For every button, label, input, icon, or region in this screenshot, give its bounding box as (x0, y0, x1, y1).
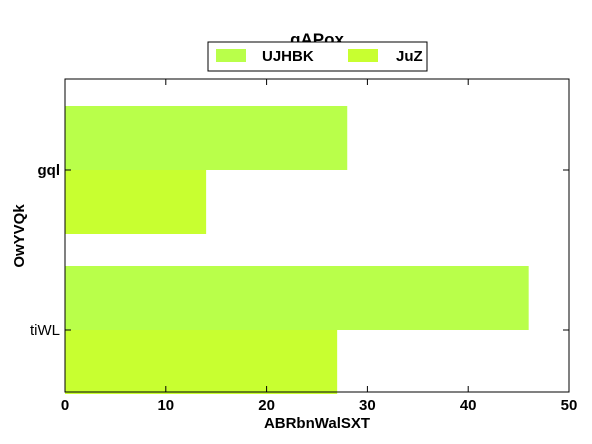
x-tick-label: 50 (561, 397, 578, 414)
bar-juz-tiwl (65, 330, 338, 394)
y-axis-label: OwYVQk (11, 204, 28, 268)
legend: UJHBK JuZ (207, 41, 428, 72)
x-tick-label: 20 (258, 397, 275, 414)
axis-ticks (64, 79, 570, 392)
legend-label-juz: JuZ (396, 48, 423, 65)
x-tick-label: 0 (61, 397, 69, 414)
x-tick-label: 30 (359, 397, 376, 414)
x-tick-labels: 0 10 20 30 40 50 (61, 397, 578, 414)
bar-juz-gql (65, 170, 207, 234)
legend-swatch-juz (348, 49, 378, 62)
y-tick-label-tiwl: tiWL (30, 322, 60, 339)
bars-group (65, 106, 529, 394)
x-tick-label: 40 (460, 397, 477, 414)
x-tick-label: 10 (157, 397, 174, 414)
legend-swatch-ujhbk (216, 49, 246, 62)
y-tick-label-gql: gql (38, 162, 61, 179)
plot-area (64, 78, 570, 393)
legend-label-ujhbk: UJHBK (262, 48, 314, 65)
y-tick-labels: gql tiWL (30, 162, 60, 339)
bar-ujhbk-tiwl (65, 266, 529, 330)
bar-ujhbk-gql (65, 106, 348, 170)
x-axis-label: ABRbnWalSXT (264, 415, 370, 432)
